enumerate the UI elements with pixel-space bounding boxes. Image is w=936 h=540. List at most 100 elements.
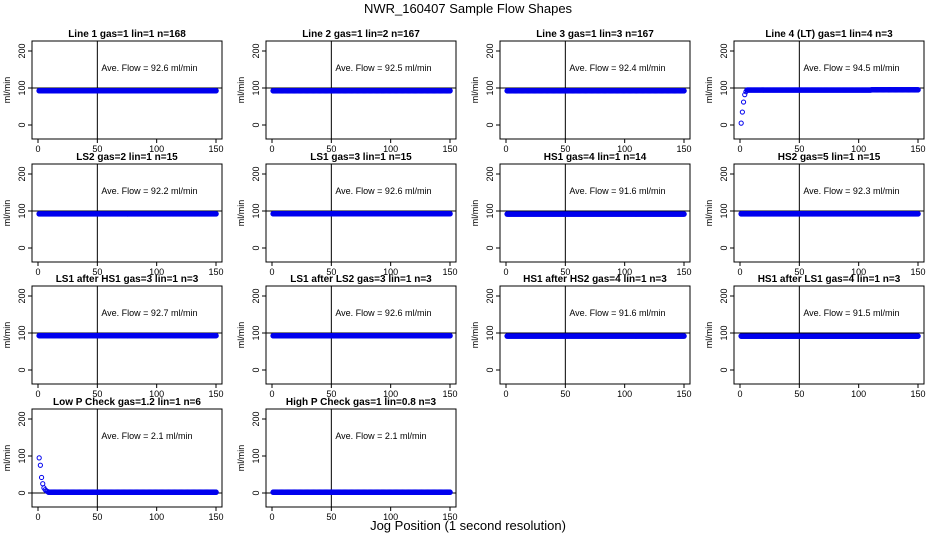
subplot-title: High P Check gas=1 lin=0.8 n=3	[286, 397, 437, 408]
data-point	[213, 211, 219, 217]
y-tick-label: 100	[251, 203, 261, 218]
avg-flow-annotation: Ave. Flow = 91.5 ml/min	[803, 308, 899, 318]
data-point	[915, 211, 921, 217]
data-point	[447, 87, 453, 94]
data-point	[915, 333, 921, 339]
y-tick-label: 0	[719, 122, 729, 127]
x-tick-label: 50	[326, 389, 336, 399]
avg-flow-annotation: Ave. Flow = 92.7 ml/min	[101, 308, 197, 318]
y-tick-label: 0	[251, 122, 261, 127]
y-tick-label: 200	[485, 43, 495, 58]
y-tick-label: 200	[17, 288, 27, 303]
plot-frame	[499, 163, 691, 263]
data-point	[740, 99, 747, 105]
subplot: Line 4 (LT) gas=1 lin=4 n=3 Ave. Flow = 9…	[704, 29, 926, 154]
y-tick-label: 100	[485, 80, 495, 95]
subplot: HS1 gas=4 lin=1 n=14 Ave. Flow = 91.6 ml/…	[470, 152, 692, 277]
y-tick-label: 200	[719, 43, 729, 58]
y-axis-label: ml/min	[704, 322, 714, 349]
x-tick-label: 50	[326, 512, 336, 522]
x-tick-label: 150	[910, 144, 925, 154]
data-point	[447, 210, 453, 217]
x-tick-label: 0	[269, 512, 274, 522]
plot-frame	[499, 40, 691, 140]
data-point	[37, 462, 43, 468]
y-tick-label: 100	[485, 325, 495, 340]
subplot: HS1 after HS2 gas=4 lin=1 n=3 Ave. Flow =…	[470, 274, 692, 399]
y-axis-label: ml/min	[236, 200, 246, 227]
y-tick-label: 100	[719, 325, 729, 340]
x-tick-label: 100	[149, 267, 164, 277]
x-tick-label: 0	[35, 512, 40, 522]
subplot: LS2 gas=2 lin=1 n=15 Ave. Flow = 92.2 ml/…	[2, 152, 224, 277]
subplot: HS1 after LS1 gas=4 lin=1 n=3 Ave. Flow =…	[704, 274, 926, 399]
data-point	[213, 332, 219, 339]
y-tick-label: 0	[485, 245, 495, 250]
y-tick-label: 100	[17, 203, 27, 218]
x-tick-label: 100	[617, 144, 632, 154]
x-tick-label: 100	[149, 512, 164, 522]
y-tick-label: 0	[251, 367, 261, 372]
y-tick-label: 200	[17, 43, 27, 58]
x-tick-label: 0	[269, 267, 274, 277]
subplot-title: HS1 gas=4 lin=1 n=14	[544, 152, 647, 163]
avg-flow-annotation: Ave. Flow = 2.1 ml/min	[335, 431, 426, 441]
y-axis-label: ml/min	[236, 445, 246, 472]
avg-flow-annotation: Ave. Flow = 92.4 ml/min	[569, 63, 665, 73]
x-tick-label: 50	[794, 267, 804, 277]
x-tick-label: 0	[503, 144, 508, 154]
subplot-title: LS1 after LS2 gas=3 lin=1 n=3	[290, 274, 432, 285]
avg-flow-annotation: Ave. Flow = 91.6 ml/min	[569, 186, 665, 196]
y-axis-label: ml/min	[2, 200, 12, 227]
x-tick-label: 50	[560, 389, 570, 399]
plot-frame	[733, 40, 925, 140]
x-tick-label: 150	[442, 267, 457, 277]
x-tick-label: 150	[676, 144, 691, 154]
y-tick-label: 100	[485, 203, 495, 218]
y-axis-label: ml/min	[470, 77, 480, 104]
plot-frame	[733, 285, 925, 385]
subplot: LS1 gas=3 lin=1 n=15 Ave. Flow = 92.6 ml/…	[236, 152, 458, 277]
y-tick-label: 100	[251, 325, 261, 340]
subplot-title: HS1 after HS2 gas=4 lin=1 n=3	[523, 274, 667, 285]
y-tick-label: 100	[17, 448, 27, 463]
x-tick-label: 0	[35, 144, 40, 154]
x-tick-label: 50	[560, 267, 570, 277]
avg-flow-annotation: Ave. Flow = 92.5 ml/min	[335, 63, 431, 73]
data-point	[681, 211, 687, 217]
subplot: Low P Check gas=1.2 lin=1 n=6 Ave. Flow =…	[2, 397, 224, 522]
y-tick-label: 100	[17, 325, 27, 340]
y-tick-label: 0	[485, 122, 495, 127]
x-tick-label: 50	[794, 144, 804, 154]
plot-frame	[265, 408, 457, 508]
y-tick-label: 100	[251, 80, 261, 95]
x-tick-label: 0	[503, 267, 508, 277]
subplot-title: Line 3 gas=1 lin=3 n=167	[536, 29, 654, 40]
y-tick-label: 0	[17, 245, 27, 250]
x-tick-label: 150	[910, 267, 925, 277]
x-tick-label: 100	[851, 144, 866, 154]
x-tick-label: 150	[910, 389, 925, 399]
y-tick-label: 0	[17, 490, 27, 495]
x-tick-label: 150	[208, 389, 223, 399]
plot-frame	[265, 285, 457, 385]
figure-x-label: Jog Position (1 second resolution)	[370, 518, 566, 533]
y-tick-label: 100	[17, 80, 27, 95]
y-axis-label: ml/min	[2, 322, 12, 349]
x-tick-label: 0	[269, 389, 274, 399]
y-tick-label: 200	[485, 288, 495, 303]
avg-flow-annotation: Ave. Flow = 92.6 ml/min	[335, 186, 431, 196]
x-tick-label: 100	[149, 389, 164, 399]
data-point	[738, 120, 744, 126]
data-point	[40, 481, 46, 487]
x-tick-label: 100	[851, 389, 866, 399]
x-tick-label: 150	[676, 389, 691, 399]
y-tick-label: 200	[251, 43, 261, 58]
x-tick-label: 150	[442, 144, 457, 154]
x-tick-label: 100	[149, 144, 164, 154]
data-point	[38, 474, 45, 481]
x-tick-label: 100	[617, 389, 632, 399]
data-point	[213, 87, 219, 94]
y-tick-label: 100	[719, 203, 729, 218]
y-tick-label: 0	[719, 245, 729, 250]
